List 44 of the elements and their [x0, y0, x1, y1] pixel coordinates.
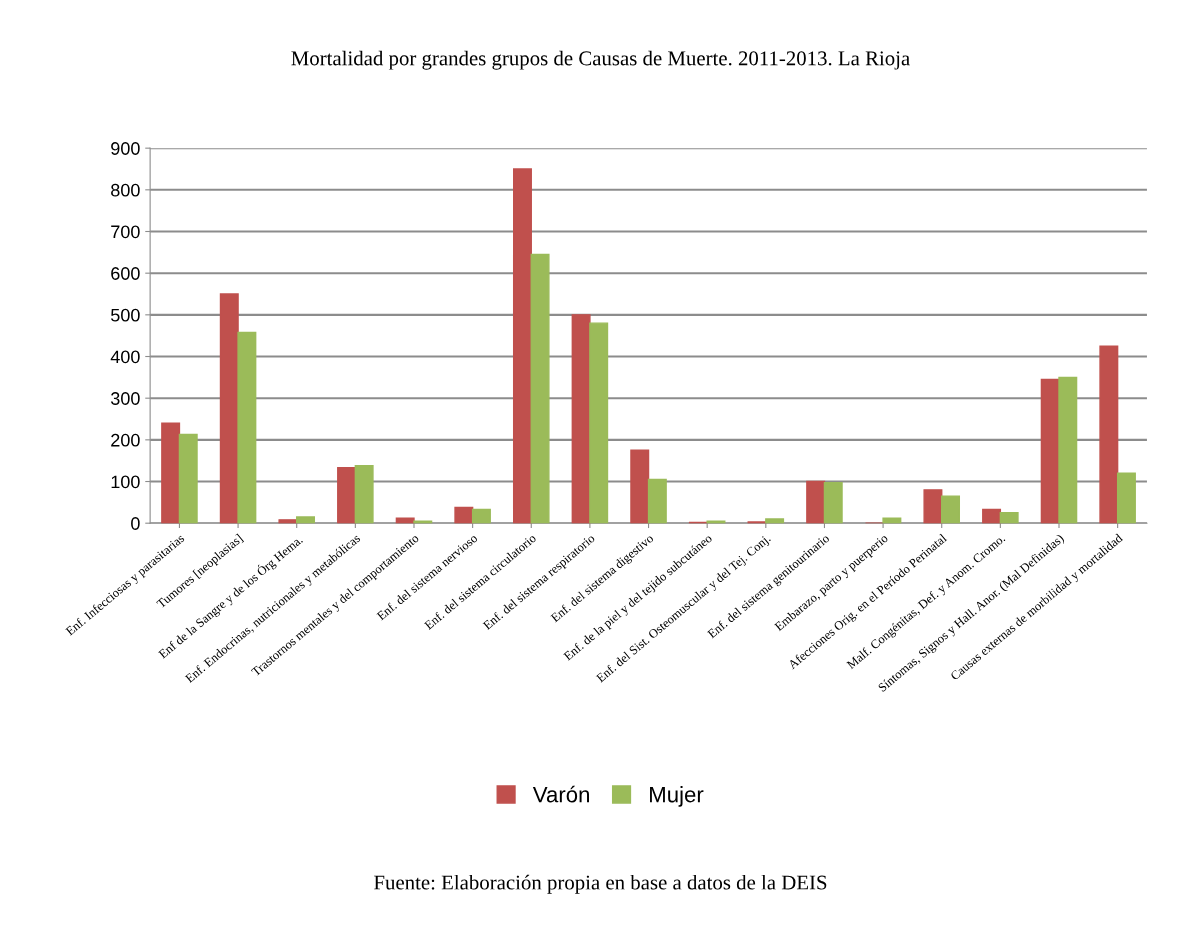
bar — [161, 422, 181, 524]
y-tick-label: 600 — [111, 267, 140, 280]
bar — [471, 508, 491, 524]
bar — [571, 314, 591, 524]
bar — [982, 508, 1002, 524]
bar — [178, 433, 198, 524]
bar — [765, 518, 785, 524]
y-tick-label: 100 — [111, 475, 140, 489]
bar — [219, 293, 239, 524]
bar — [530, 253, 550, 524]
bar — [296, 516, 316, 524]
bar — [647, 478, 667, 524]
source-note: Fuente: Elaboración propia en base a datos de la DEIS — [374, 874, 827, 894]
bar — [1116, 472, 1136, 524]
bar — [337, 467, 357, 524]
bar — [923, 489, 943, 524]
bar — [630, 449, 650, 524]
y-tick-label: 0 — [131, 517, 140, 530]
y-tick-label: 800 — [111, 183, 140, 197]
bar — [278, 519, 298, 524]
bar — [454, 506, 474, 524]
y-tick-label: 400 — [110, 350, 140, 364]
bar — [237, 331, 257, 524]
bar — [806, 480, 826, 524]
y-tick-label: 900 — [111, 142, 140, 155]
y-tick-label: 700 — [111, 225, 140, 239]
legend-label: Mujer — [650, 786, 704, 807]
chart-title: Mortalidad por grandes grupos de Causas de Muerte. 2011-2013. La Rioja — [291, 50, 910, 70]
bar — [823, 482, 843, 524]
bar — [589, 322, 609, 524]
bar — [999, 512, 1019, 524]
y-tick-label: 500 — [111, 308, 140, 322]
bar — [395, 517, 415, 524]
bar — [512, 168, 532, 524]
legend-label: Varón — [532, 785, 589, 803]
bar — [1058, 376, 1078, 524]
bar — [1099, 345, 1119, 524]
bar — [354, 464, 374, 524]
bar — [882, 517, 902, 524]
bar — [413, 520, 433, 524]
bar — [941, 495, 961, 524]
y-tick-label: 300 — [110, 392, 140, 405]
y-tick-label: 200 — [111, 433, 140, 447]
bar — [706, 520, 726, 524]
